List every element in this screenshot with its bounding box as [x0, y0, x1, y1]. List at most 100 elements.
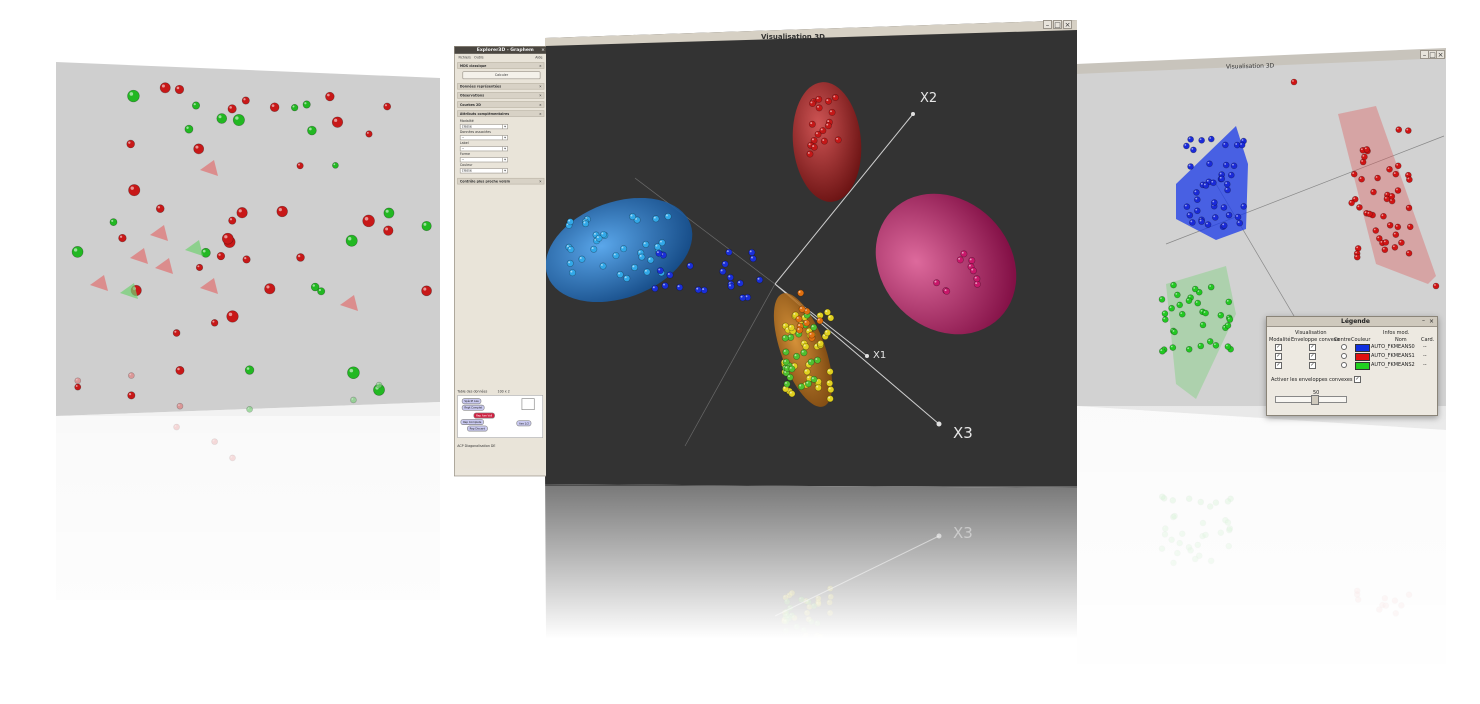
section-courbes[interactable]: Courbes 2D ×: [457, 101, 545, 108]
explorer-close-icon[interactable]: ×: [541, 47, 545, 53]
data-point: [582, 220, 590, 228]
data-point: [1202, 182, 1210, 189]
red-point: [226, 310, 239, 323]
data-point: [823, 329, 831, 337]
data-point: [1222, 141, 1229, 149]
donnees-associees-select[interactable]: -- ▾: [459, 135, 508, 141]
legend-color-swatch[interactable]: [1355, 353, 1370, 361]
data-point: [1198, 218, 1205, 225]
graph-node[interactable]: Spécifi Axe: [461, 398, 482, 405]
data-point: [694, 286, 702, 294]
graph-node[interactable]: Rep Axe Vall: [473, 412, 495, 419]
data-point: [1404, 127, 1412, 134]
centre-radio[interactable]: [1341, 353, 1347, 359]
data-point: [719, 268, 727, 276]
maximize-icon[interactable]: □: [1053, 20, 1062, 29]
graph-node[interactable]: Rep Complete: [460, 419, 485, 425]
menu-outils[interactable]: Outils: [474, 55, 484, 60]
minimize-icon[interactable]: –: [1043, 20, 1052, 29]
menu-aide[interactable]: Aide: [535, 55, 543, 60]
modalite-select[interactable]: classe ▾: [459, 124, 508, 130]
red-point: [155, 204, 165, 213]
data-point: [827, 314, 835, 322]
compute-button[interactable]: Calculer: [462, 71, 541, 80]
explorer-titlebar[interactable]: Explorer3D - Graphem ×: [454, 46, 546, 54]
activate-hulls-label: Activer les enveloppes convexes: [1271, 377, 1353, 383]
green-point: [71, 246, 84, 258]
forme-select[interactable]: -- ▾: [459, 157, 508, 163]
data-point: [1202, 309, 1209, 317]
data-point: [1386, 165, 1393, 173]
graph-node[interactable]: Axe 1/2: [516, 420, 532, 427]
red-point: [331, 116, 344, 128]
section-attributs[interactable]: Attributs complémentaires ×: [457, 110, 545, 117]
enveloppe-checkbox[interactable]: ✓: [1309, 353, 1316, 360]
data-point: [973, 275, 981, 283]
enveloppe-checkbox[interactable]: ✓: [1309, 362, 1316, 369]
data-point: [1361, 153, 1368, 161]
graph-node[interactable]: Rept Complet: [461, 404, 485, 411]
legend-col-nom: Nom: [1395, 337, 1407, 343]
section-mds[interactable]: MDS classique ×: [457, 62, 545, 69]
legend-titlebar[interactable]: Légende × –: [1267, 317, 1437, 327]
section-observations[interactable]: Observations ×: [457, 92, 545, 99]
graph-area: Spécifi Axe Rept Complet Rep Axe Vall Rep C…: [457, 395, 544, 438]
point-reflection: [176, 402, 184, 410]
menu-fichiers[interactable]: Fichiers: [458, 55, 471, 60]
close-icon[interactable]: ×: [1436, 50, 1445, 59]
modalite-label: Modalité: [459, 119, 474, 124]
data-point: [968, 257, 976, 265]
data-point: [1194, 196, 1201, 204]
red-point: [126, 139, 135, 149]
graph-node[interactable]: Rep Discard: [467, 425, 488, 432]
data-point: [1207, 135, 1215, 143]
data-point: [1183, 142, 1190, 150]
data-point: [567, 245, 575, 253]
data-point: [739, 294, 747, 302]
section-controle[interactable]: Contrôle plus proche voisin ×: [457, 177, 545, 185]
data-point: [798, 305, 806, 313]
data-point: [1398, 239, 1405, 246]
data-point: [725, 248, 733, 256]
centre-radio[interactable]: [1341, 362, 1347, 368]
data-point: [1186, 211, 1194, 219]
centre-radio[interactable]: [1341, 344, 1347, 350]
modalite-checkbox[interactable]: ✓: [1275, 344, 1282, 351]
legend-minimize-icon[interactable]: –: [1422, 317, 1425, 324]
green-point: [347, 366, 360, 379]
activate-hulls-checkbox[interactable]: ✓: [1354, 376, 1361, 383]
modalite-checkbox[interactable]: ✓: [1275, 353, 1282, 360]
center-window-controls[interactable]: – □ ×: [1043, 18, 1075, 29]
point-reflection: [375, 381, 383, 389]
legend-close-icon[interactable]: ×: [1428, 318, 1434, 325]
opacity-slider[interactable]: [1275, 395, 1347, 405]
data-point: [800, 349, 808, 357]
data-point: [810, 143, 818, 151]
data-point: [781, 334, 789, 342]
data-point: [1290, 78, 1298, 86]
data-point: [1380, 212, 1387, 220]
table-size: 100 x 2: [497, 389, 510, 394]
section-donnees[interactable]: Données représentées ×: [457, 83, 545, 90]
data-point: [1350, 170, 1358, 178]
red-point: [210, 319, 219, 327]
label-select[interactable]: -- ▾: [459, 146, 508, 152]
data-point: [1394, 223, 1402, 231]
data-point: [1158, 296, 1166, 303]
enveloppe-checkbox[interactable]: ✓: [1309, 344, 1316, 351]
right-window-controls[interactable]: – □ ×: [1420, 48, 1445, 59]
data-point: [803, 368, 811, 376]
close-icon[interactable]: ×: [1063, 20, 1072, 29]
data-point: [824, 97, 832, 105]
data-point: [823, 308, 831, 316]
red-point: [383, 102, 392, 111]
legend-color-swatch[interactable]: [1355, 362, 1370, 370]
data-point: [631, 263, 639, 271]
legend-color-swatch[interactable]: [1355, 344, 1370, 352]
direction-cone: [155, 258, 173, 274]
modalite-checkbox[interactable]: ✓: [1275, 362, 1282, 369]
data-point: [1406, 176, 1413, 183]
couleur-select[interactable]: classe ▾: [459, 168, 508, 174]
data-point: [826, 368, 834, 376]
data-point: [1210, 179, 1217, 187]
